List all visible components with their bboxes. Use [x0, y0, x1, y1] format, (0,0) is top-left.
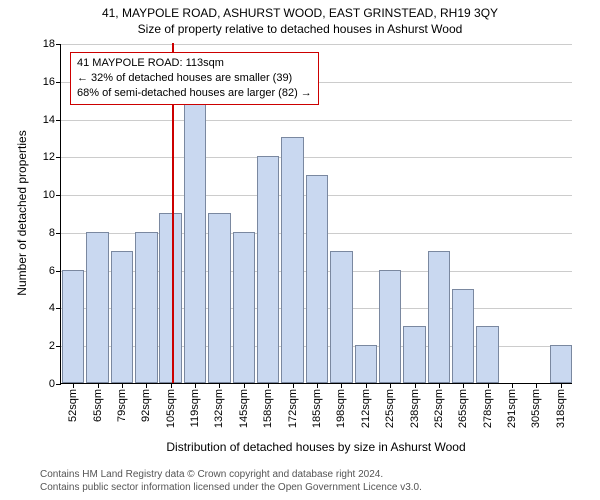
- x-tick-label: 238sqm: [409, 389, 421, 428]
- x-tick-label: 185sqm: [311, 389, 323, 428]
- info-line-larger: 68% of semi-detached houses are larger (…: [77, 86, 312, 101]
- info-line-size: 41 MAYPOLE ROAD: 113sqm: [77, 56, 312, 71]
- y-tick-label: 12: [43, 151, 55, 163]
- y-tick-label: 8: [49, 227, 55, 239]
- y-tick-label: 2: [49, 340, 55, 352]
- histogram-bar: [233, 232, 255, 383]
- info-box: 41 MAYPOLE ROAD: 113sqm ← 32% of detache…: [70, 52, 319, 105]
- x-tick-label: 318sqm: [555, 389, 567, 428]
- y-tick-label: 16: [43, 76, 55, 88]
- x-tick-label: 212sqm: [360, 389, 372, 428]
- x-tick-label: 52sqm: [67, 389, 79, 422]
- histogram-bar: [135, 232, 157, 383]
- histogram-bar: [550, 345, 572, 383]
- histogram-bar: [330, 251, 352, 383]
- x-tick-label: 158sqm: [262, 389, 274, 428]
- histogram-bar: [281, 137, 303, 383]
- histogram-bar: [159, 213, 181, 383]
- gridline: [61, 157, 572, 158]
- x-tick-label: 172sqm: [287, 389, 299, 428]
- y-tick-label: 18: [43, 38, 55, 50]
- footer-line-1: Contains HM Land Registry data © Crown c…: [40, 468, 422, 481]
- footer-line-2: Contains public sector information licen…: [40, 481, 422, 494]
- histogram-bar: [403, 326, 425, 383]
- x-tick-label: 79sqm: [116, 389, 128, 422]
- x-tick-label: 252sqm: [433, 389, 445, 428]
- x-tick-label: 65sqm: [92, 389, 104, 422]
- x-tick-label: 198sqm: [335, 389, 347, 428]
- histogram-bar: [86, 232, 108, 383]
- info-line-smaller: ← 32% of detached houses are smaller (39…: [77, 71, 312, 86]
- x-tick-label: 132sqm: [213, 389, 225, 428]
- chart-supertitle: 41, MAYPOLE ROAD, ASHURST WOOD, EAST GRI…: [0, 6, 600, 20]
- x-tick-label: 119sqm: [189, 389, 201, 427]
- y-tick-label: 6: [49, 265, 55, 277]
- gridline: [61, 44, 572, 45]
- chart-title: Size of property relative to detached ho…: [0, 22, 600, 36]
- x-tick-label: 145sqm: [238, 389, 250, 428]
- y-tick-label: 10: [43, 189, 55, 201]
- x-tick-label: 225sqm: [384, 389, 396, 428]
- gridline: [61, 120, 572, 121]
- y-axis-label: Number of detached properties: [15, 113, 29, 313]
- histogram-bar: [257, 156, 279, 383]
- histogram-bar: [428, 251, 450, 383]
- property-size-histogram: 41, MAYPOLE ROAD, ASHURST WOOD, EAST GRI…: [0, 0, 600, 500]
- x-tick-label: 291sqm: [506, 389, 518, 428]
- footer-attribution: Contains HM Land Registry data © Crown c…: [40, 468, 422, 494]
- histogram-bar: [62, 270, 84, 383]
- x-axis-label: Distribution of detached houses by size …: [60, 440, 572, 454]
- y-tick-label: 0: [49, 378, 55, 390]
- x-tick-label: 265sqm: [457, 389, 469, 428]
- x-tick-label: 92sqm: [140, 389, 152, 422]
- histogram-bar: [476, 326, 498, 383]
- y-tick-label: 4: [49, 302, 55, 314]
- x-tick-label: 278sqm: [482, 389, 494, 428]
- y-tick-label: 14: [43, 114, 55, 126]
- histogram-bar: [208, 213, 230, 383]
- x-tick-label: 105sqm: [165, 389, 177, 428]
- x-tick-label: 305sqm: [530, 389, 542, 428]
- histogram-bar: [452, 289, 474, 383]
- histogram-bar: [306, 175, 328, 383]
- histogram-bar: [111, 251, 133, 383]
- histogram-bar: [355, 345, 377, 383]
- histogram-bar: [184, 100, 206, 383]
- histogram-bar: [379, 270, 401, 383]
